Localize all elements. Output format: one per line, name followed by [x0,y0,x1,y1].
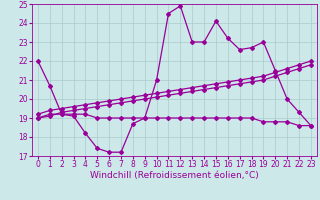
X-axis label: Windchill (Refroidissement éolien,°C): Windchill (Refroidissement éolien,°C) [90,171,259,180]
